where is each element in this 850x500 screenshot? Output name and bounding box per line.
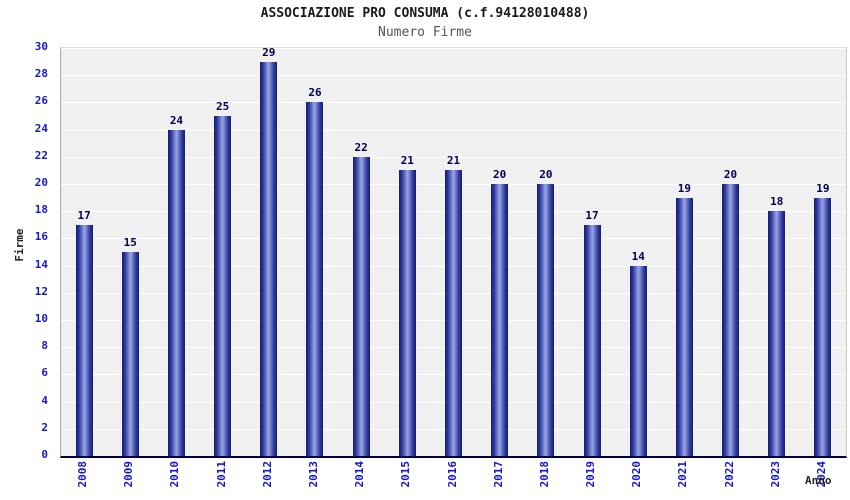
- plot-area: 17 15 24 25 29 26 22 21 21 20 20 17 14 19 20 18 19: [60, 45, 847, 458]
- x-tick-label: 2017: [491, 461, 505, 488]
- x-tick-label: 2009: [122, 461, 136, 488]
- y-tick-label: 24: [34, 121, 48, 135]
- y-tick-label: 26: [34, 94, 48, 108]
- bar-2012: [260, 61, 278, 456]
- y-tick-label: 22: [34, 148, 48, 162]
- y-tick-label: 18: [34, 203, 48, 217]
- y-tick-label: 0: [41, 448, 48, 461]
- bar-value-label: 15: [123, 236, 137, 249]
- bar-2019: [583, 224, 601, 456]
- bar-2018: [537, 184, 555, 456]
- gridline: [61, 156, 846, 158]
- bar-value-label: 29: [262, 45, 276, 59]
- gridline: [61, 75, 846, 77]
- bar-2008: [75, 224, 93, 456]
- bar-value-label: 17: [77, 208, 91, 222]
- x-axis-title: Anno: [805, 474, 832, 487]
- bar-value-label: 22: [354, 140, 368, 154]
- x-tick-label: 2010: [168, 461, 182, 488]
- bar-2014: [352, 156, 370, 456]
- bar-value-label: 20: [539, 168, 553, 181]
- x-tick-label: 2011: [214, 461, 228, 488]
- y-tick-label: 2: [41, 420, 48, 434]
- x-tick-label: 2013: [306, 461, 320, 488]
- bar-value-label: 24: [169, 113, 184, 127]
- bar-2024: [814, 197, 832, 456]
- y-tick-label: 12: [34, 284, 48, 298]
- x-tick-label: 2020: [630, 461, 644, 488]
- bar-value-label: 19: [816, 181, 830, 195]
- x-tick-label: 2016: [445, 461, 459, 488]
- y-axis: 0 2 4 6 8 10 12 14 16 18 20 22 24 26 28 30: [0, 40, 54, 461]
- bar-2010: [167, 129, 185, 456]
- bar-2009: [121, 252, 139, 456]
- gridline: [61, 129, 846, 131]
- x-tick-label: 2015: [399, 461, 413, 488]
- x-tick-label: 2019: [584, 461, 598, 488]
- x-axis: 2008 2009 2010 2011 2012 2013 2014 2015 2016 2017…: [60, 459, 845, 500]
- bar-2022: [722, 184, 740, 456]
- y-tick-label: 30: [34, 40, 48, 53]
- y-tick-label: 20: [34, 176, 48, 189]
- bar-2021: [675, 197, 693, 456]
- bar-value-label: 20: [723, 168, 738, 181]
- y-tick-label: 6: [41, 366, 48, 380]
- y-tick-label: 10: [34, 312, 48, 325]
- bar-value-label: 17: [585, 208, 599, 222]
- bar-value-label: 18: [770, 195, 784, 209]
- bar-2016: [445, 170, 462, 456]
- bar-2013: [306, 102, 324, 456]
- x-tick-label: 2012: [260, 461, 274, 488]
- bar-value-label: 20: [493, 168, 507, 181]
- y-tick-label: 14: [34, 257, 48, 271]
- y-tick-label: 28: [34, 67, 48, 81]
- bar-value-label: 19: [677, 181, 691, 195]
- gridline: [61, 102, 846, 104]
- x-tick-label: 2014: [353, 461, 367, 488]
- x-tick-label: 2008: [76, 461, 90, 488]
- chart-title: ASSOCIAZIONE PRO CONSUMA (c.f.9412801048…: [260, 6, 590, 21]
- y-tick-label: 16: [34, 230, 48, 244]
- bar-value-label: 25: [215, 100, 230, 113]
- gridline: [61, 48, 846, 49]
- x-tick-label: 2022: [722, 461, 736, 488]
- bar-value-label: 26: [308, 86, 322, 100]
- bar-value-label: 21: [400, 154, 414, 168]
- bar-2023: [768, 211, 786, 456]
- x-tick-label: 2023: [768, 461, 782, 488]
- bar-2011: [214, 116, 232, 456]
- bar-value-label: 14: [631, 249, 645, 263]
- bar-value-label: 21: [446, 154, 461, 168]
- x-tick-label: 2021: [676, 461, 690, 488]
- y-tick-label: 8: [41, 339, 48, 353]
- bar-2020: [629, 265, 647, 456]
- chart-subtitle: Numero Firme: [378, 25, 472, 40]
- bar-2015: [398, 170, 416, 456]
- y-tick-label: 4: [41, 393, 48, 407]
- x-tick-label: 2018: [537, 461, 551, 488]
- bar-2017: [491, 184, 509, 456]
